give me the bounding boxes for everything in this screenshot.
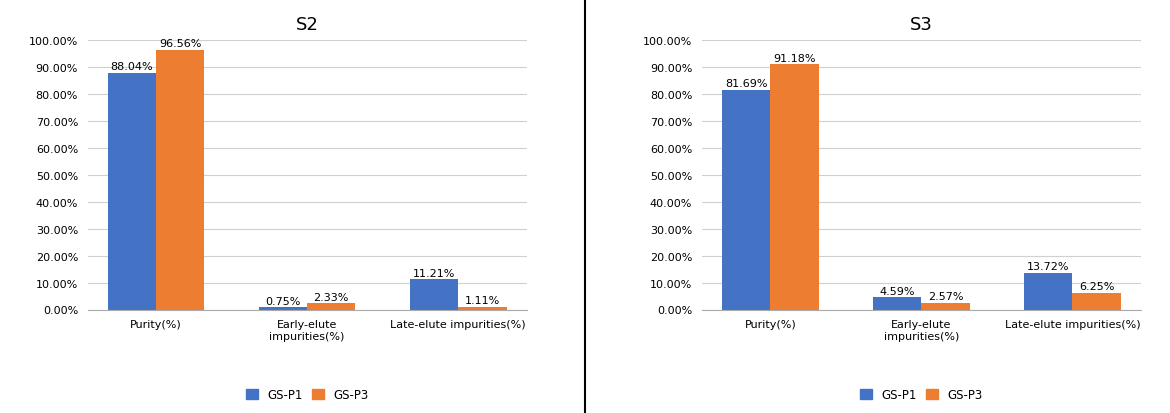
Text: 1.11%: 1.11% [464, 295, 500, 306]
Title: S2: S2 [296, 16, 318, 34]
Legend: GS-P1, GS-P3: GS-P1, GS-P3 [855, 384, 987, 406]
Bar [770, 65, 819, 310]
Bar [410, 280, 459, 310]
Text: 13.72%: 13.72% [1027, 261, 1069, 272]
Bar [156, 50, 205, 310]
Text: 96.56%: 96.56% [159, 39, 201, 49]
Text: 2.33%: 2.33% [314, 292, 349, 302]
Legend: GS-P1, GS-P3: GS-P1, GS-P3 [241, 384, 373, 406]
Text: 6.25%: 6.25% [1079, 282, 1114, 292]
Bar [722, 90, 770, 310]
Bar [459, 307, 507, 310]
Bar [922, 303, 970, 310]
Bar [108, 74, 156, 310]
Text: 91.18%: 91.18% [773, 54, 815, 64]
Title: S3: S3 [910, 16, 932, 34]
Bar [259, 308, 308, 310]
Bar [1024, 273, 1073, 310]
Text: 81.69%: 81.69% [725, 79, 768, 89]
Bar [307, 304, 356, 310]
Text: 11.21%: 11.21% [413, 268, 455, 278]
Bar [1073, 293, 1121, 310]
Bar [873, 297, 922, 310]
Text: 4.59%: 4.59% [880, 286, 915, 296]
Text: 88.04%: 88.04% [110, 62, 153, 72]
Text: 0.75%: 0.75% [266, 297, 301, 306]
Text: 2.57%: 2.57% [928, 292, 963, 301]
